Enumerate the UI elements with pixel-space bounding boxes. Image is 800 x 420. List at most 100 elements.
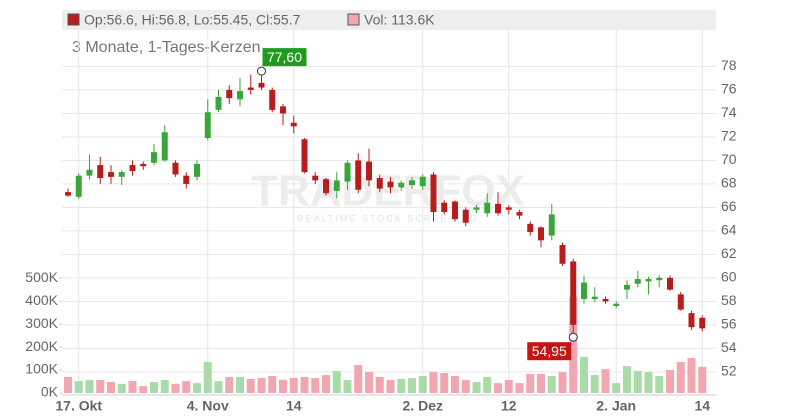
y-tick-label: 58 bbox=[721, 292, 737, 308]
y-tick-label: 72 bbox=[721, 128, 737, 144]
candle-body bbox=[269, 89, 276, 110]
volume-bar bbox=[676, 361, 685, 393]
x-tick-label: 2. Jan bbox=[596, 398, 636, 414]
y-tick-label: 64 bbox=[721, 222, 737, 238]
candle-body bbox=[419, 176, 426, 187]
candle-body bbox=[667, 277, 673, 290]
candle-body bbox=[634, 279, 641, 284]
candle-body bbox=[86, 169, 93, 176]
volume-bar bbox=[332, 370, 341, 393]
volume-bar bbox=[547, 375, 556, 393]
candle-body bbox=[183, 175, 190, 184]
annotation-box bbox=[527, 342, 572, 361]
candle-body bbox=[538, 227, 544, 241]
volume-bar bbox=[139, 386, 148, 393]
candle-body bbox=[75, 175, 82, 197]
candle-body bbox=[129, 165, 136, 171]
candle-body bbox=[301, 139, 308, 173]
volume-tick-label: 400K bbox=[25, 292, 58, 308]
volume-bar bbox=[279, 379, 287, 393]
x-tick-label: 2. Dez bbox=[403, 398, 443, 414]
volume-bar bbox=[289, 378, 298, 393]
volume-bar bbox=[601, 369, 610, 393]
candle-body bbox=[473, 207, 480, 210]
candle-body bbox=[280, 106, 286, 114]
candle-body bbox=[613, 303, 620, 307]
volume-bar bbox=[526, 373, 535, 393]
volume-bar bbox=[580, 356, 588, 393]
volume-bar bbox=[418, 375, 427, 393]
volume-tick-label: 0K bbox=[41, 384, 59, 400]
annotation-label: 54,95 bbox=[532, 343, 567, 359]
volume-bar bbox=[558, 372, 567, 393]
candle-body bbox=[258, 82, 265, 88]
volume-bar bbox=[365, 372, 373, 393]
candle-body bbox=[602, 299, 609, 302]
legend-swatch bbox=[67, 13, 80, 26]
volume-bar bbox=[429, 372, 438, 393]
candle-body bbox=[290, 122, 297, 127]
volume-bar bbox=[483, 376, 492, 393]
volume-bar bbox=[236, 376, 244, 393]
volume-bar bbox=[537, 373, 545, 393]
candle-body bbox=[570, 261, 577, 325]
legend-bar bbox=[62, 10, 716, 30]
watermark: TRADERFOX bbox=[251, 167, 525, 216]
legend-ohlc: Op:56.6, Hi:56.8, Lo:55.45, Cl:55.7 bbox=[84, 12, 301, 28]
candle-body bbox=[108, 172, 114, 177]
candle-body bbox=[548, 214, 555, 236]
y-tick-label: 76 bbox=[721, 81, 737, 97]
volume-bar bbox=[343, 379, 352, 393]
x-tick-label: 17. Okt bbox=[55, 398, 102, 414]
volume-bar bbox=[666, 370, 674, 393]
candle-body bbox=[204, 112, 211, 139]
candle-body bbox=[344, 162, 351, 182]
candle-body bbox=[387, 181, 394, 188]
volume-bar bbox=[515, 383, 524, 393]
volume-bar bbox=[225, 376, 234, 393]
volume-bar bbox=[246, 378, 255, 393]
y-tick-label: 56 bbox=[721, 316, 737, 332]
candle-body bbox=[527, 223, 534, 233]
volume-bar bbox=[300, 376, 309, 393]
watermark-sub: REALTIME STOCK SCREENING bbox=[297, 213, 479, 223]
candle-body bbox=[226, 89, 233, 99]
candle-body bbox=[462, 209, 469, 223]
volume-bar bbox=[655, 375, 664, 393]
candle-body bbox=[376, 178, 383, 189]
legend-swatch bbox=[347, 13, 360, 26]
candle-body bbox=[398, 182, 405, 188]
volume-bar bbox=[397, 378, 406, 393]
volume-bar bbox=[182, 381, 191, 393]
x-tick-label: 12 bbox=[501, 398, 517, 414]
volume-bar bbox=[386, 379, 395, 393]
volume-bar bbox=[375, 376, 384, 393]
volume-bar bbox=[64, 376, 72, 393]
candle-body bbox=[505, 207, 512, 210]
volume-bar bbox=[193, 383, 201, 393]
volume-bar bbox=[494, 383, 502, 393]
volume-bar bbox=[698, 366, 707, 393]
volume-bar bbox=[214, 381, 223, 393]
candle-body bbox=[323, 179, 329, 194]
annotation-marker bbox=[257, 66, 266, 76]
volume-bar bbox=[644, 372, 653, 393]
candle-body bbox=[194, 163, 200, 177]
candle-body bbox=[65, 192, 71, 196]
x-tick-label: 14 bbox=[694, 398, 710, 414]
volume-bar bbox=[440, 373, 449, 393]
y-tick-label: 68 bbox=[721, 175, 737, 191]
x-tick-label: 4. Nov bbox=[187, 398, 229, 414]
candle-body bbox=[140, 163, 147, 167]
y-tick-label: 66 bbox=[721, 198, 737, 214]
y-tick-label: 60 bbox=[721, 269, 737, 285]
candle-body bbox=[355, 160, 362, 190]
annotation-marker bbox=[568, 332, 578, 342]
volume-bar bbox=[96, 379, 105, 393]
candle-body bbox=[656, 277, 663, 281]
candle-body bbox=[677, 294, 684, 310]
candle-body bbox=[688, 313, 695, 328]
legend-volume: Vol: 113.6K bbox=[364, 12, 435, 28]
y-tick-label: 70 bbox=[721, 151, 737, 167]
